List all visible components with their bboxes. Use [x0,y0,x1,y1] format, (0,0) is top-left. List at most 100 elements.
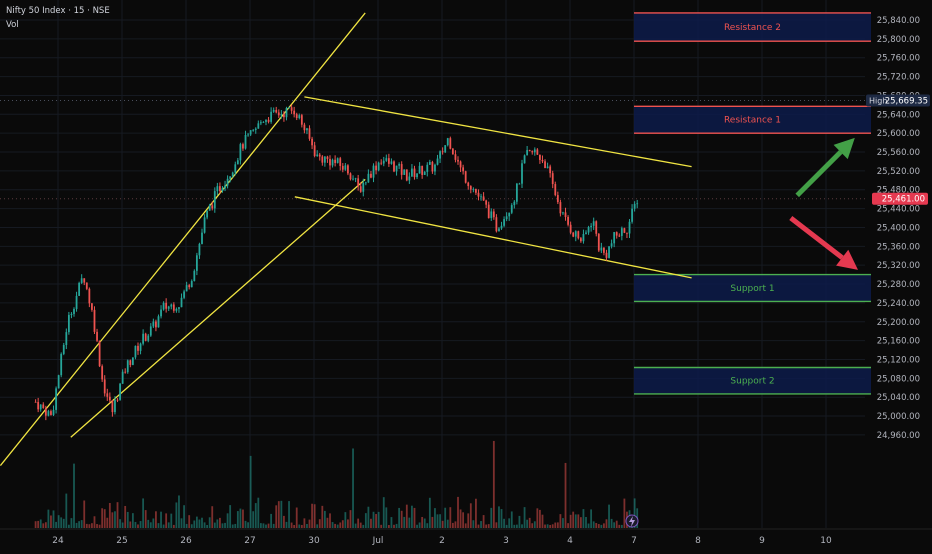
volume-bar [347,519,349,528]
candle-body [490,211,493,219]
candle-body [380,162,383,164]
volume-bar [254,503,257,528]
candle-body [221,188,224,191]
candle-body [344,165,347,170]
time-axis[interactable]: 24 25 26 27 30 Jul 2 3 4 7 8 9 10 [0,528,932,546]
candle-body [590,225,593,228]
candle-body [242,144,244,149]
arrows[interactable] [789,137,858,270]
volume-bar [275,505,278,528]
candle-body [198,243,201,256]
volume-bar [198,519,201,528]
volume-bar [408,517,411,528]
volume-bar [352,448,354,528]
candle-body [144,333,147,341]
arrow-up-head[interactable] [833,137,855,160]
volume-bar [428,497,431,528]
candle-body [451,148,454,155]
candle-body [124,371,127,373]
volume-bar [65,493,68,528]
volume-bar [96,524,98,528]
price-axis[interactable]: 24,960.00 25,000.00 25,040.00 25,080.00 25,1… [877,16,920,441]
candle-body [597,233,600,251]
time-tick-label: 9 [759,536,765,546]
candle-body [357,178,360,187]
volume-bar [454,521,457,528]
volume-bar [73,463,75,528]
candle-body [323,156,326,163]
candle-body [446,138,449,146]
volume-bar [546,524,549,528]
trendline-descending-upper[interactable] [304,96,692,168]
volume-bar [116,502,119,528]
candle-body [295,114,298,119]
candles [34,104,639,421]
arrow-down-head[interactable] [836,249,858,270]
candle-body [183,291,185,298]
candle-body [239,144,242,161]
volume-bar [119,519,121,528]
candle-body [403,169,406,175]
volume-bar [178,495,180,528]
arrow-down-shaft[interactable] [789,216,844,260]
price-tick-label: 25,320.00 [877,261,920,271]
volume-bar [413,507,416,528]
volume-bar [142,498,145,528]
volume-bar [162,524,165,528]
candle-body [249,130,252,135]
volume-bar [544,524,546,528]
time-tick-label: 7 [631,536,637,546]
candle-body [116,399,119,401]
candle-body [114,399,116,413]
candle-body [67,314,70,333]
volume-bar [170,513,173,528]
candle-body [52,409,55,415]
candle-body [513,201,516,206]
candle-body [285,108,288,118]
time-tick-label: 25 [116,536,127,546]
trendline-ascending-upper[interactable] [0,12,366,466]
candle-body [306,128,308,131]
volume-bar [462,512,465,528]
volume-bar [572,511,575,528]
candle-body [354,178,357,180]
trendline-descending-lower[interactable] [294,196,692,279]
candle-body [119,383,121,400]
volume-bar [85,523,88,528]
candle-body [44,407,47,416]
candle-body [247,134,249,136]
volume-bar [523,507,526,528]
candle-body [341,165,344,170]
volume-bar [252,511,255,528]
candle-body [480,196,482,198]
candle-body [449,138,452,149]
volume-bar [50,515,52,528]
candle-body [216,186,219,192]
volume-bar [416,524,418,528]
volume-bar [590,509,593,528]
candle-body [492,211,495,218]
price-tick-label: 25,120.00 [877,355,920,365]
price-tick-label: 25,520.00 [877,167,920,177]
candle-body [334,159,337,163]
candle-body [129,360,132,365]
lightning-icon-glyph [629,516,635,527]
volume-bar [124,505,127,528]
candle-body [91,303,93,310]
candle-body [503,219,505,226]
candle-body [331,159,334,166]
volume-bar [78,521,81,528]
symbol-title[interactable]: Nifty 50 Index · 15 · NSE [6,6,110,16]
volume-bar [303,518,306,528]
volume-bar [44,522,47,528]
candle-body [160,309,162,317]
candle-body [541,159,544,162]
arrow-up-shaft[interactable] [795,150,843,198]
volume-bar [226,513,229,528]
volume-bar [139,521,142,528]
candle-body [485,200,488,205]
price-tick-label: 25,440.00 [877,205,920,215]
volume-bar [600,524,603,528]
